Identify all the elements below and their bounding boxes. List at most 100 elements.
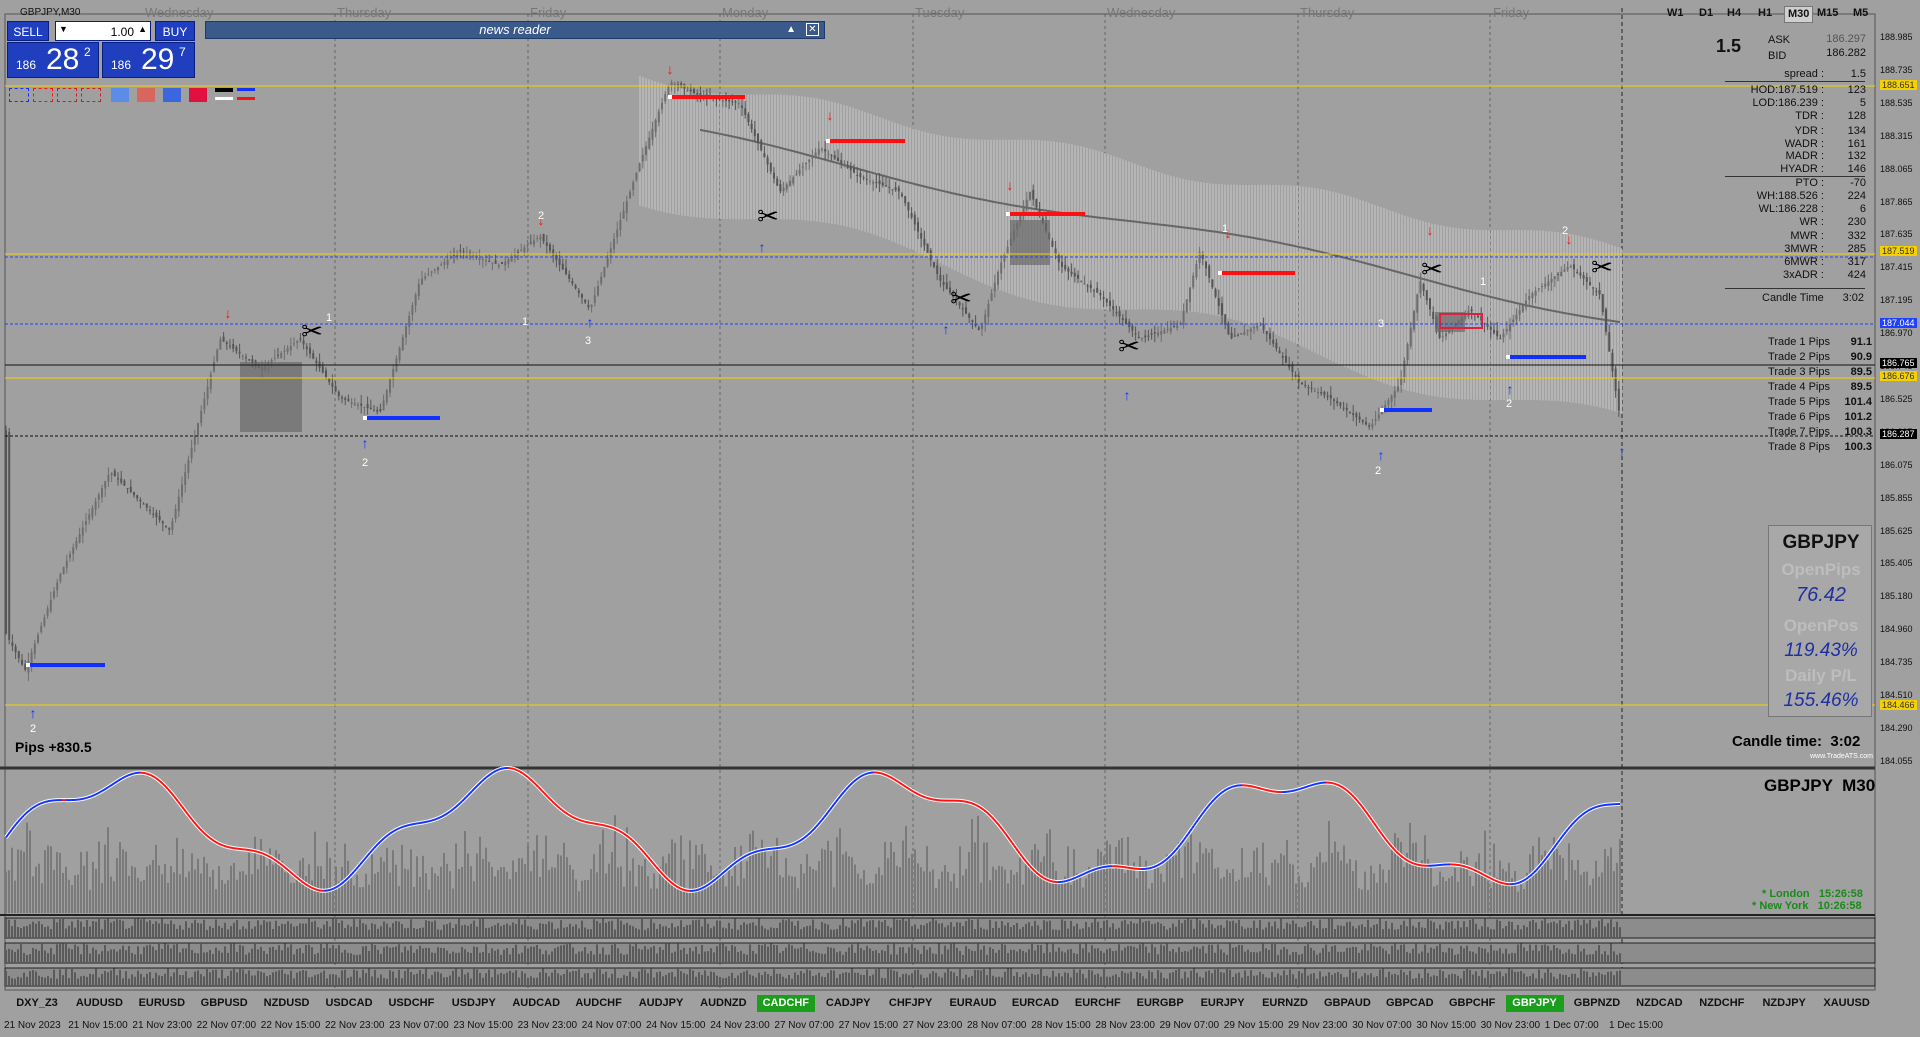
candle-body [558, 258, 561, 265]
candle-body [632, 182, 635, 191]
candle-body [414, 294, 417, 306]
oscillator-segment [1263, 788, 1267, 791]
candle-body [993, 282, 996, 292]
oscillator-segment [1089, 869, 1093, 873]
candle-body [1128, 321, 1131, 328]
oscillator-segment [1009, 839, 1013, 844]
candle-body [1304, 384, 1307, 386]
oscillator-segment [751, 851, 755, 854]
candle-body [1569, 266, 1572, 268]
candle-body [385, 390, 388, 403]
oscillator-segment [1021, 855, 1025, 860]
candle-body [341, 397, 343, 399]
oscillator-segment [1161, 860, 1165, 864]
candle-body [728, 99, 731, 102]
candle-body [661, 102, 663, 110]
candle-body [645, 146, 647, 155]
candle-body [929, 250, 932, 260]
oscillator-segment [371, 847, 375, 852]
candle-body [1249, 328, 1252, 332]
oscillator-segment [715, 876, 719, 880]
candle-body [331, 382, 334, 387]
candle-body [545, 242, 548, 246]
oscillator-segment [435, 817, 439, 821]
candle-body [85, 521, 87, 525]
candle-body [456, 252, 459, 257]
candle-body [888, 186, 891, 188]
candle-body [721, 100, 724, 102]
candle-body [734, 101, 737, 103]
oscillator-segment [827, 809, 831, 813]
oscillator-segment [131, 772, 135, 775]
candle-body [779, 184, 782, 192]
up-arrow-icon: ↑ [1378, 447, 1385, 463]
candle-body [987, 303, 990, 317]
oscillator-segment [793, 842, 797, 845]
candle-body [1390, 395, 1393, 402]
oscillator-segment [669, 880, 673, 884]
oscillator-segment [209, 837, 213, 841]
candle-body [1179, 322, 1182, 324]
oscillator-segment [477, 782, 481, 786]
candle-body [1166, 328, 1169, 330]
oscillator-segment [283, 865, 287, 870]
candle-body [286, 348, 289, 352]
candle-body [1205, 261, 1207, 269]
oscillator-segment [391, 830, 395, 834]
candle-body [1214, 289, 1217, 297]
candle-body [72, 547, 75, 555]
candle-body [353, 403, 356, 406]
oscillator-segment [1173, 849, 1177, 853]
oscillator-segment [1013, 844, 1017, 849]
oscillator-segment [1035, 871, 1039, 875]
oscillator-segment [987, 812, 991, 817]
candle-body [379, 408, 382, 412]
oscillator-segment [109, 783, 113, 787]
oscillator-segment [913, 791, 917, 794]
oscillator-segment [1007, 836, 1011, 841]
candle-body [625, 201, 628, 214]
candle-body [1521, 305, 1524, 312]
oscillator-segment [1379, 831, 1383, 835]
oscillator-segment [915, 792, 919, 796]
oscillator-segment [347, 875, 351, 879]
candle-body [1445, 333, 1447, 337]
candle-body [597, 286, 599, 296]
oscillator-segment [623, 832, 627, 836]
candle-body [920, 232, 923, 239]
oscillator-segment [123, 775, 127, 779]
oscillator-segment [1387, 841, 1391, 846]
candle-body [542, 233, 545, 242]
candle-body [347, 398, 350, 402]
candle-body [990, 293, 993, 302]
candle-body [533, 240, 535, 245]
oscillator-segment [485, 775, 489, 779]
candle-body [737, 103, 740, 105]
candle-body [405, 326, 407, 338]
oscillator-segment [333, 886, 337, 890]
oscillator-segment [205, 834, 209, 838]
candle-body [917, 222, 919, 232]
candle-body [1345, 407, 1348, 411]
candle-body [1307, 387, 1310, 389]
candle-body [795, 173, 798, 175]
candle-body [97, 494, 100, 500]
oscillator-segment [741, 856, 745, 859]
candle-body [225, 342, 228, 345]
oscillator-segment [467, 792, 471, 797]
candle-body [1291, 364, 1294, 373]
candle-body [481, 259, 484, 261]
oscillator-segment [1229, 786, 1233, 789]
candle-body [1083, 283, 1086, 285]
candle-body [334, 386, 337, 392]
oscillator-segment [21, 814, 25, 819]
oscillator-segment [543, 792, 547, 796]
oscillator-segment [29, 807, 33, 811]
candle-body [757, 133, 759, 144]
candle-body [1368, 425, 1371, 427]
oscillator-segment [1365, 811, 1369, 816]
candle-body [251, 359, 254, 363]
oscillator-segment [909, 788, 913, 792]
oscillator-segment [1191, 825, 1195, 830]
